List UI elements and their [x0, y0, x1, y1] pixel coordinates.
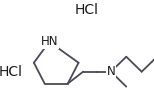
Text: N: N: [107, 65, 115, 78]
Text: HN: HN: [41, 35, 58, 48]
Text: HCl: HCl: [74, 3, 98, 17]
Text: HCl: HCl: [0, 65, 23, 79]
